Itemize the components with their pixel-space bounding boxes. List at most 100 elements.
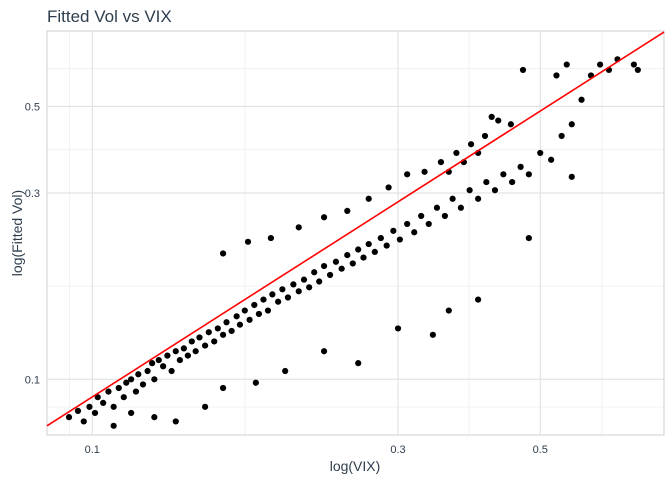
data-point: [275, 298, 282, 305]
data-point: [65, 414, 73, 421]
data-point: [365, 195, 372, 202]
y-tick-label: 0.1: [25, 374, 40, 386]
data-point: [404, 171, 411, 178]
y-axis-ticks: 0.1 0.3 0.5: [25, 101, 40, 386]
y-axis-title: log(Fitted Vol): [9, 190, 25, 276]
data-point: [500, 171, 507, 178]
data-point: [241, 307, 248, 314]
data-point: [441, 212, 448, 220]
data-point: [91, 409, 99, 417]
data-point: [300, 276, 308, 283]
data-point: [86, 403, 93, 410]
data-point: [634, 66, 641, 74]
data-point: [214, 325, 221, 332]
data-point: [201, 403, 209, 410]
grid: [47, 31, 664, 435]
data-point: [404, 220, 411, 228]
data-point: [255, 310, 263, 318]
data-point: [371, 248, 378, 255]
data-point: [467, 141, 475, 148]
data-point: [316, 278, 323, 285]
data-point: [144, 367, 151, 375]
data-point: [246, 316, 253, 323]
data-point: [433, 204, 441, 211]
data-point: [110, 403, 117, 410]
data-point: [525, 171, 532, 178]
data-point: [548, 156, 555, 163]
data-point: [223, 319, 230, 326]
data-point: [155, 356, 162, 364]
data-point: [495, 117, 502, 124]
data-point: [344, 207, 351, 214]
data-point: [172, 348, 179, 355]
data-point: [120, 394, 127, 401]
data-point: [421, 168, 428, 175]
data-point: [184, 352, 191, 359]
data-point: [311, 269, 318, 276]
data-point: [349, 260, 356, 267]
data-point: [453, 149, 460, 157]
data-point: [205, 329, 212, 336]
data-point: [630, 61, 637, 68]
data-point: [553, 72, 560, 79]
x-tick-label: 0.5: [533, 444, 548, 456]
chart-title: Fitted Vol vs VIX: [47, 7, 172, 26]
data-point: [394, 325, 402, 332]
data-point: [449, 195, 456, 202]
data-point: [537, 149, 544, 157]
data-point: [219, 384, 227, 392]
data-point: [425, 220, 432, 228]
data-point: [279, 286, 286, 293]
data-point: [132, 388, 140, 395]
data-points: [65, 56, 641, 429]
data-point: [332, 258, 340, 265]
data-point: [457, 204, 464, 211]
data-point: [445, 307, 452, 314]
data-point: [264, 307, 272, 314]
data-point: [320, 214, 328, 221]
data-point: [360, 254, 367, 261]
data-point: [164, 352, 171, 359]
data-point: [160, 363, 167, 370]
data-point: [151, 376, 158, 383]
data-point: [517, 163, 524, 170]
data-point: [128, 409, 135, 417]
data-point: [411, 229, 418, 236]
data-point: [176, 356, 183, 364]
data-point: [139, 381, 147, 388]
fit-line: [46, 31, 665, 427]
data-point: [201, 342, 209, 349]
data-point: [295, 288, 302, 295]
data-point: [128, 376, 135, 383]
plot-panel: [46, 30, 665, 436]
data-point: [149, 360, 156, 367]
data-point: [295, 224, 302, 231]
data-point: [390, 227, 397, 234]
data-point: [344, 252, 351, 259]
data-point: [519, 66, 527, 74]
data-point: [563, 61, 570, 68]
data-point: [437, 159, 445, 166]
data-point: [290, 281, 297, 288]
data-point: [306, 284, 313, 291]
x-axis-ticks: 0.1 0.3 0.5: [85, 444, 548, 456]
data-point: [558, 132, 565, 140]
data-point: [269, 291, 276, 298]
data-point: [365, 240, 372, 248]
data-point: [568, 121, 575, 128]
data-point: [196, 334, 203, 341]
data-point: [488, 113, 495, 120]
data-point: [219, 331, 227, 338]
y-tick-label: 0.3: [25, 188, 40, 200]
data-point: [168, 367, 175, 375]
y-tick-label: 0.5: [25, 101, 40, 113]
data-point: [110, 422, 117, 429]
x-axis-title: log(VIX): [330, 458, 381, 474]
data-point: [383, 242, 390, 249]
data-point: [260, 296, 267, 303]
data-point: [475, 296, 482, 303]
data-point: [172, 418, 179, 425]
data-point: [578, 96, 585, 103]
data-point: [135, 371, 142, 378]
data-point: [211, 338, 218, 345]
